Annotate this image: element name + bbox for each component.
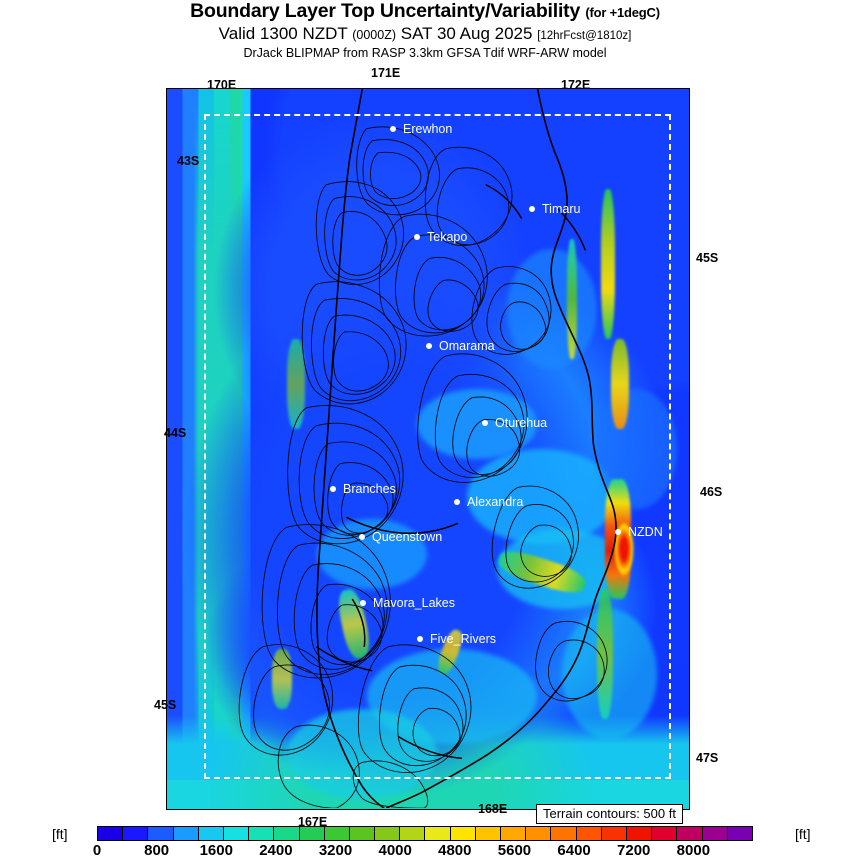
valid-utc-time: (0000Z) bbox=[352, 28, 397, 42]
coordinate-label: 45S bbox=[154, 698, 177, 712]
page-header: Boundary Layer Top Uncertainty/Variabili… bbox=[0, 0, 850, 60]
colorbar-swatch bbox=[601, 827, 627, 840]
page-title: Boundary Layer Top Uncertainty/Variabili… bbox=[0, 0, 850, 23]
colorbar-tick: 4000 bbox=[378, 842, 412, 859]
title-suffix: (for +1degC) bbox=[585, 5, 660, 20]
colorbar-swatch bbox=[652, 827, 678, 840]
valid-date: SAT 30 Aug 2025 bbox=[400, 24, 533, 43]
colorbar[interactable]: [ft] [ft] 0 800 1600 2400 3200 4000 4800 5600 64… bbox=[0, 826, 850, 860]
place-label: Queenstown bbox=[372, 530, 443, 544]
model-domain-box bbox=[204, 114, 671, 779]
colorbar-swatch bbox=[400, 827, 426, 840]
colorbar-swatch bbox=[702, 827, 728, 840]
colorbar-swatch bbox=[274, 827, 300, 840]
place-dot bbox=[615, 529, 621, 535]
colorbar-swatch bbox=[677, 827, 703, 840]
colorbar-tick: 800 bbox=[144, 842, 170, 859]
terrain-contour-legend: Terrain contours: 500 ft bbox=[536, 804, 683, 824]
place-dot bbox=[390, 126, 396, 132]
coordinate-label: 168E bbox=[478, 802, 508, 816]
place-dot bbox=[482, 420, 488, 426]
valid-local-time: Valid 1300 NZDT bbox=[218, 24, 348, 43]
coordinate-label: 43S bbox=[177, 154, 200, 168]
hot-streak bbox=[611, 339, 629, 429]
colorbar-swatch bbox=[198, 827, 224, 840]
colorbar-tick: 0 bbox=[92, 842, 102, 859]
colorbar-swatch bbox=[148, 827, 174, 840]
colorbar-tick: 4800 bbox=[438, 842, 472, 859]
coordinate-label: 171E bbox=[371, 66, 401, 80]
colorbar-tick: 1600 bbox=[199, 842, 233, 859]
place-label: Omarama bbox=[439, 339, 495, 353]
place-label: Mavora_Lakes bbox=[373, 596, 455, 610]
colorbar-tick: 2400 bbox=[259, 842, 293, 859]
place-label: NZDN bbox=[628, 525, 663, 539]
hot-streak bbox=[287, 339, 305, 429]
place-label: Alexandra bbox=[467, 495, 524, 509]
place-dot bbox=[529, 206, 535, 212]
place-label: Tekapo bbox=[427, 230, 468, 244]
field-patch bbox=[317, 519, 427, 589]
colorbar-tick: 6400 bbox=[557, 842, 591, 859]
colorbar-swatch bbox=[576, 827, 602, 840]
place-dot bbox=[360, 600, 366, 606]
colorbar-swatch bbox=[349, 827, 376, 840]
place-dot bbox=[414, 234, 420, 240]
terrain-contours-and-coastline bbox=[238, 89, 617, 809]
colorbar-swatch bbox=[324, 827, 350, 840]
colorbar-tick: 7200 bbox=[617, 842, 651, 859]
colorbar-swatch bbox=[425, 827, 451, 840]
colorbar-swatch bbox=[551, 827, 577, 840]
coordinate-label: 44S bbox=[164, 426, 187, 440]
place-label: Erewhon bbox=[403, 122, 453, 136]
colorbar-swatch bbox=[475, 827, 501, 840]
field-patch bbox=[467, 449, 617, 544]
colorbar-swatch bbox=[450, 827, 476, 840]
colorbar-swatch bbox=[727, 827, 752, 840]
hot-streak bbox=[601, 189, 615, 339]
place-label: Branches bbox=[343, 482, 396, 496]
hot-streak bbox=[567, 239, 577, 359]
model-source-line: DrJack BLIPMAP from RASP 3.3km GFSA Tdif… bbox=[243, 46, 607, 60]
place-dot bbox=[417, 636, 423, 642]
place-dot bbox=[359, 534, 365, 540]
colorbar-swatch bbox=[375, 827, 401, 840]
colorbar-gradient[interactable] bbox=[97, 826, 753, 841]
colorbar-unit-right: [ft] bbox=[795, 826, 811, 842]
title-main: Boundary Layer Top Uncertainty/Variabili… bbox=[190, 0, 581, 22]
colorbar-swatch bbox=[98, 827, 124, 840]
colorbar-swatch bbox=[626, 827, 653, 840]
coordinate-label: 45S bbox=[696, 251, 719, 265]
colorbar-swatch bbox=[223, 827, 250, 840]
colorbar-swatch bbox=[526, 827, 552, 840]
colorbar-swatch bbox=[123, 827, 149, 840]
coordinate-label: 172E bbox=[561, 78, 591, 92]
forecast-map[interactable]: Erewhon Timaru Tekapo Omarama Oturehua Branch… bbox=[166, 88, 690, 810]
colorbar-swatch bbox=[173, 827, 199, 840]
colorbar-swatch bbox=[249, 827, 275, 840]
coordinate-label: 170E bbox=[207, 78, 237, 92]
colorbar-unit-left: [ft] bbox=[52, 826, 68, 842]
place-dot bbox=[454, 499, 460, 505]
place-label: Timaru bbox=[542, 202, 581, 216]
place-dot bbox=[330, 486, 336, 492]
hot-streak bbox=[272, 649, 292, 709]
colorbar-tick: 8000 bbox=[676, 842, 711, 859]
colorbar-swatch bbox=[501, 827, 527, 840]
colorbar-swatch bbox=[299, 827, 325, 840]
forecast-tag: [12hrFcst@1810z] bbox=[537, 30, 632, 42]
coordinate-label: 167E bbox=[298, 815, 328, 829]
coordinate-label: 47S bbox=[696, 751, 719, 765]
field-patch bbox=[287, 709, 437, 799]
coordinate-label: 46S bbox=[700, 485, 723, 499]
valid-time-line: Valid 1300 NZDT (0000Z) SAT 30 Aug 2025 … bbox=[0, 24, 850, 44]
place-label: Five_Rivers bbox=[430, 632, 496, 646]
place-label: Oturehua bbox=[495, 416, 548, 430]
colorbar-tick: 3200 bbox=[318, 842, 353, 859]
colorbar-tick: 5600 bbox=[497, 842, 532, 859]
hot-streak bbox=[597, 589, 613, 719]
place-dot bbox=[426, 343, 432, 349]
